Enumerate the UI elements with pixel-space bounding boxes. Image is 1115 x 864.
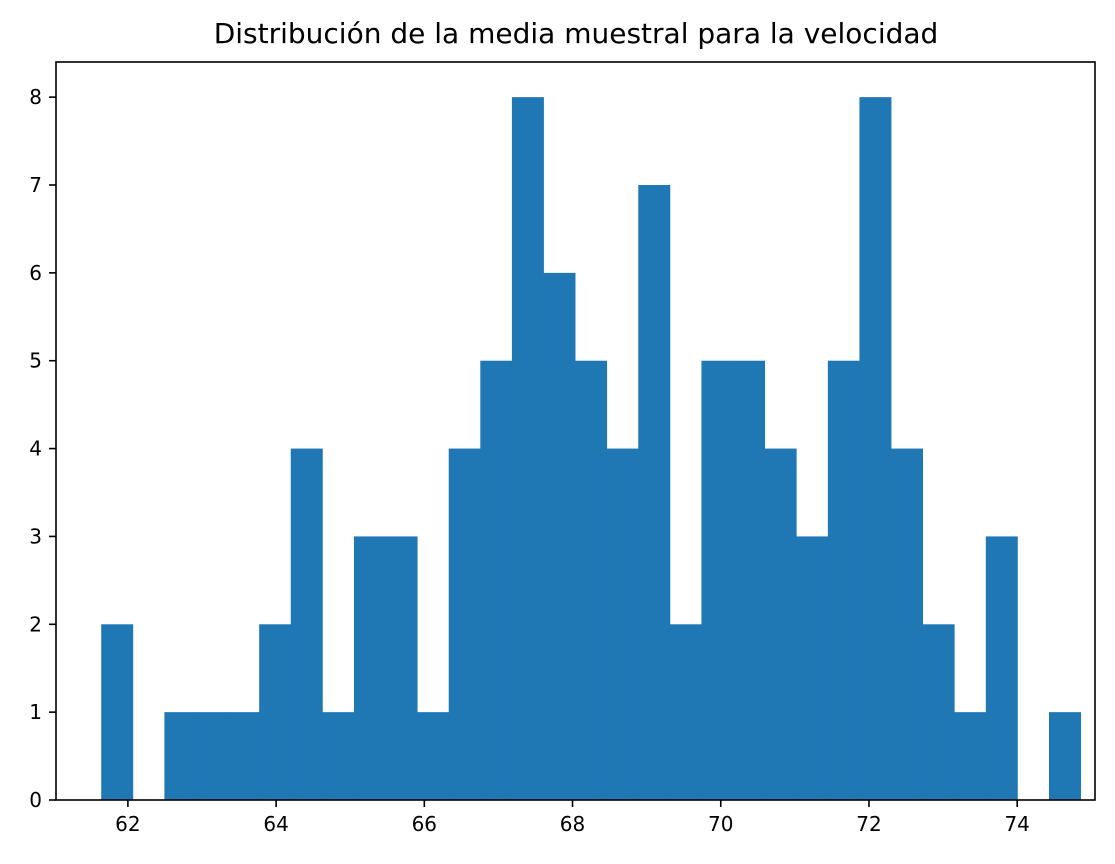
histogram-bar [543,272,576,800]
histogram-bar [638,185,671,800]
histogram-bar [1048,712,1081,800]
x-axis: 62 64 66 68 70 72 74 [115,800,1030,836]
histogram-bar [164,712,197,800]
chart-title: Distribución de la media muestral para l… [214,17,939,50]
x-tick-label: 72 [856,812,881,836]
histogram-bar [669,624,702,800]
histogram-bar [417,712,450,800]
y-tick-label: 5 [29,349,42,373]
y-axis: 0 1 2 3 4 5 6 7 8 [29,85,56,812]
histogram-bar [922,624,955,800]
histogram-bar [796,536,829,800]
x-tick-label: 66 [412,812,437,836]
histogram-bar [480,360,513,800]
histogram-bars [101,97,1081,800]
histogram-bar [511,97,544,800]
x-tick-label: 74 [1004,812,1029,836]
y-tick-label: 6 [29,261,42,285]
y-tick-label: 8 [29,85,42,109]
histogram-bar [195,712,228,800]
y-tick-label: 3 [29,524,42,548]
x-tick-label: 70 [708,812,733,836]
histogram-bar [985,536,1018,800]
histogram-bar [954,712,987,800]
histogram-bar [606,448,639,800]
histogram-bar [575,360,608,800]
histogram-bar [101,624,134,800]
x-tick-label: 64 [263,812,288,836]
y-tick-label: 7 [29,173,42,197]
histogram-bar [701,360,734,800]
histogram-bar [764,448,797,800]
histogram-bar [448,448,481,800]
histogram-bar [227,712,260,800]
plot-frame [55,61,1096,801]
histogram-bar [290,448,323,800]
y-tick-label: 0 [29,788,42,812]
histogram-bar [322,712,355,800]
histogram-bar [353,536,386,800]
x-tick-label: 62 [115,812,140,836]
histogram-bar [891,448,924,800]
y-tick-label: 4 [29,437,42,461]
histogram-bar [259,624,292,800]
histogram-bar [385,536,418,800]
histogram-bar [859,97,892,800]
x-tick-label: 68 [560,812,585,836]
histogram-bar [827,360,860,800]
histogram-bar [733,360,766,800]
y-tick-label: 1 [29,700,42,724]
y-tick-label: 2 [29,612,42,636]
